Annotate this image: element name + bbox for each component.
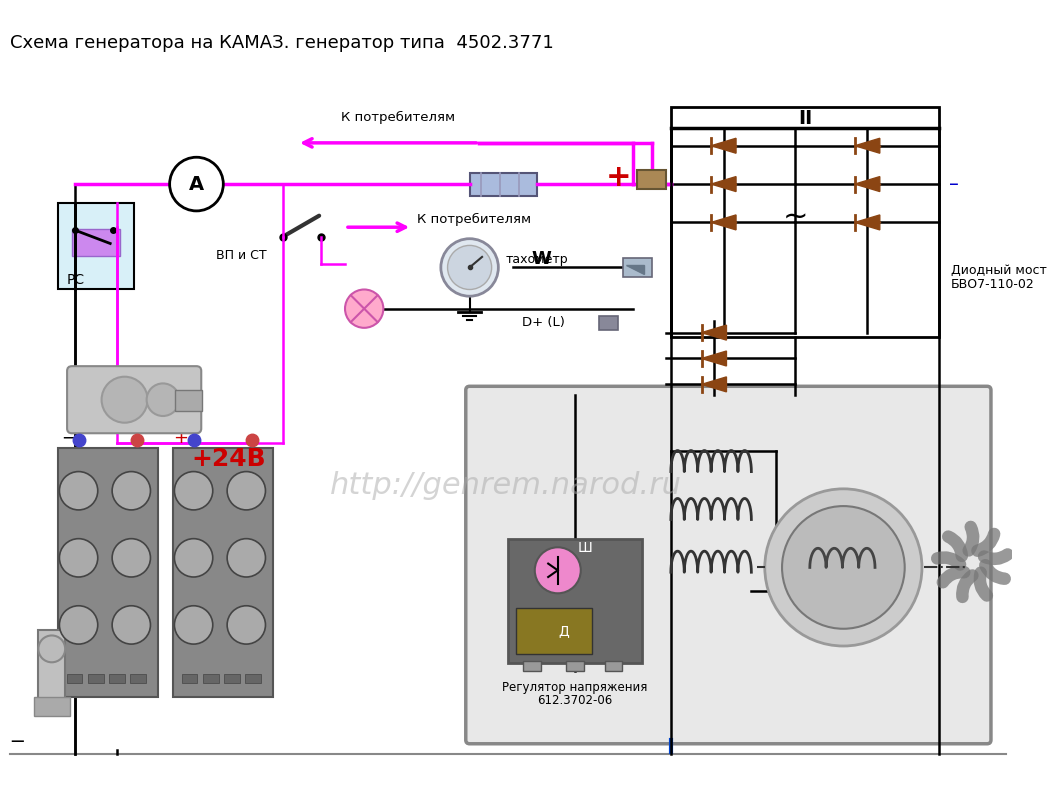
FancyArrowPatch shape	[938, 557, 960, 564]
FancyArrowPatch shape	[978, 534, 994, 551]
Bar	[88, 674, 103, 683]
FancyArrowPatch shape	[962, 575, 973, 597]
Bar	[109, 674, 125, 683]
Circle shape	[147, 384, 180, 416]
Circle shape	[112, 472, 150, 510]
Text: +: +	[605, 163, 631, 192]
Bar	[130, 674, 146, 683]
Circle shape	[112, 538, 150, 577]
Bar	[72, 229, 119, 256]
Bar	[524, 661, 541, 671]
FancyArrowPatch shape	[980, 573, 987, 596]
FancyArrowPatch shape	[943, 572, 964, 582]
Bar	[34, 697, 70, 716]
Text: W: W	[532, 250, 552, 268]
Text: 612.3702-06: 612.3702-06	[538, 694, 612, 707]
Bar	[172, 448, 274, 697]
Bar	[605, 661, 622, 671]
Text: II: II	[798, 109, 812, 128]
Text: ─: ─	[12, 733, 23, 752]
Circle shape	[38, 635, 65, 663]
Circle shape	[227, 472, 265, 510]
Polygon shape	[701, 351, 727, 366]
Bar	[57, 204, 134, 289]
Text: A: A	[189, 174, 204, 193]
Bar	[623, 258, 652, 277]
Circle shape	[112, 606, 150, 644]
Text: D+ (L): D+ (L)	[523, 316, 565, 329]
Bar	[515, 608, 592, 654]
Text: ─: ─	[63, 429, 74, 447]
Text: –: –	[948, 174, 959, 193]
Circle shape	[174, 606, 212, 644]
FancyBboxPatch shape	[68, 366, 202, 433]
Circle shape	[448, 245, 492, 289]
Circle shape	[101, 376, 148, 423]
Text: +24В: +24В	[192, 447, 266, 471]
Text: БВО7-110-02: БВО7-110-02	[950, 278, 1035, 291]
Circle shape	[227, 538, 265, 577]
Polygon shape	[711, 177, 736, 192]
Bar	[671, 108, 939, 337]
Text: +: +	[173, 429, 188, 447]
Polygon shape	[855, 215, 880, 230]
Text: ВП и СТ: ВП и СТ	[215, 249, 266, 263]
Circle shape	[534, 547, 581, 593]
Bar	[57, 448, 158, 697]
Circle shape	[59, 538, 98, 577]
Bar	[182, 674, 197, 683]
Text: К потребителям: К потребителям	[341, 111, 455, 123]
Polygon shape	[855, 177, 880, 192]
Polygon shape	[711, 138, 736, 153]
Circle shape	[174, 472, 212, 510]
Bar	[638, 170, 666, 189]
Circle shape	[440, 239, 498, 296]
Bar	[599, 316, 618, 330]
Bar	[470, 173, 536, 196]
Polygon shape	[711, 215, 736, 230]
Circle shape	[59, 606, 98, 644]
Text: Ш: Ш	[578, 542, 592, 555]
Polygon shape	[701, 377, 727, 392]
FancyArrowPatch shape	[985, 565, 1004, 578]
FancyBboxPatch shape	[466, 386, 991, 744]
Bar	[224, 674, 240, 683]
Text: тахометр: тахометр	[506, 253, 568, 266]
Text: ~: ~	[782, 203, 808, 232]
Bar	[508, 538, 642, 663]
Circle shape	[174, 538, 212, 577]
Bar	[203, 674, 219, 683]
Circle shape	[59, 472, 98, 510]
Bar	[68, 674, 82, 683]
Text: Д: Д	[559, 623, 569, 637]
FancyArrowPatch shape	[968, 527, 974, 550]
Bar	[566, 661, 584, 671]
Text: РС: РС	[68, 273, 86, 287]
Polygon shape	[701, 325, 727, 340]
Text: Регулятор напряжения: Регулятор напряжения	[503, 681, 647, 693]
Text: Диодный мост: Диодный мост	[950, 264, 1046, 277]
Circle shape	[170, 157, 223, 211]
Text: http://genrem.narod.ru: http://genrem.narod.ru	[331, 472, 682, 501]
Text: К потребителям: К потребителям	[417, 213, 531, 226]
Bar	[175, 390, 202, 411]
Text: Схема генератора на КАМАЗ. генератор типа  4502.3771: Схема генератора на КАМАЗ. генератор тип…	[10, 34, 553, 52]
Polygon shape	[855, 138, 880, 153]
Circle shape	[345, 289, 383, 328]
Circle shape	[227, 606, 265, 644]
Polygon shape	[626, 265, 644, 274]
FancyArrowPatch shape	[984, 554, 1007, 559]
Bar	[245, 674, 261, 683]
Circle shape	[782, 506, 905, 629]
Bar	[38, 630, 65, 707]
FancyArrowPatch shape	[948, 537, 962, 556]
Circle shape	[765, 489, 922, 646]
